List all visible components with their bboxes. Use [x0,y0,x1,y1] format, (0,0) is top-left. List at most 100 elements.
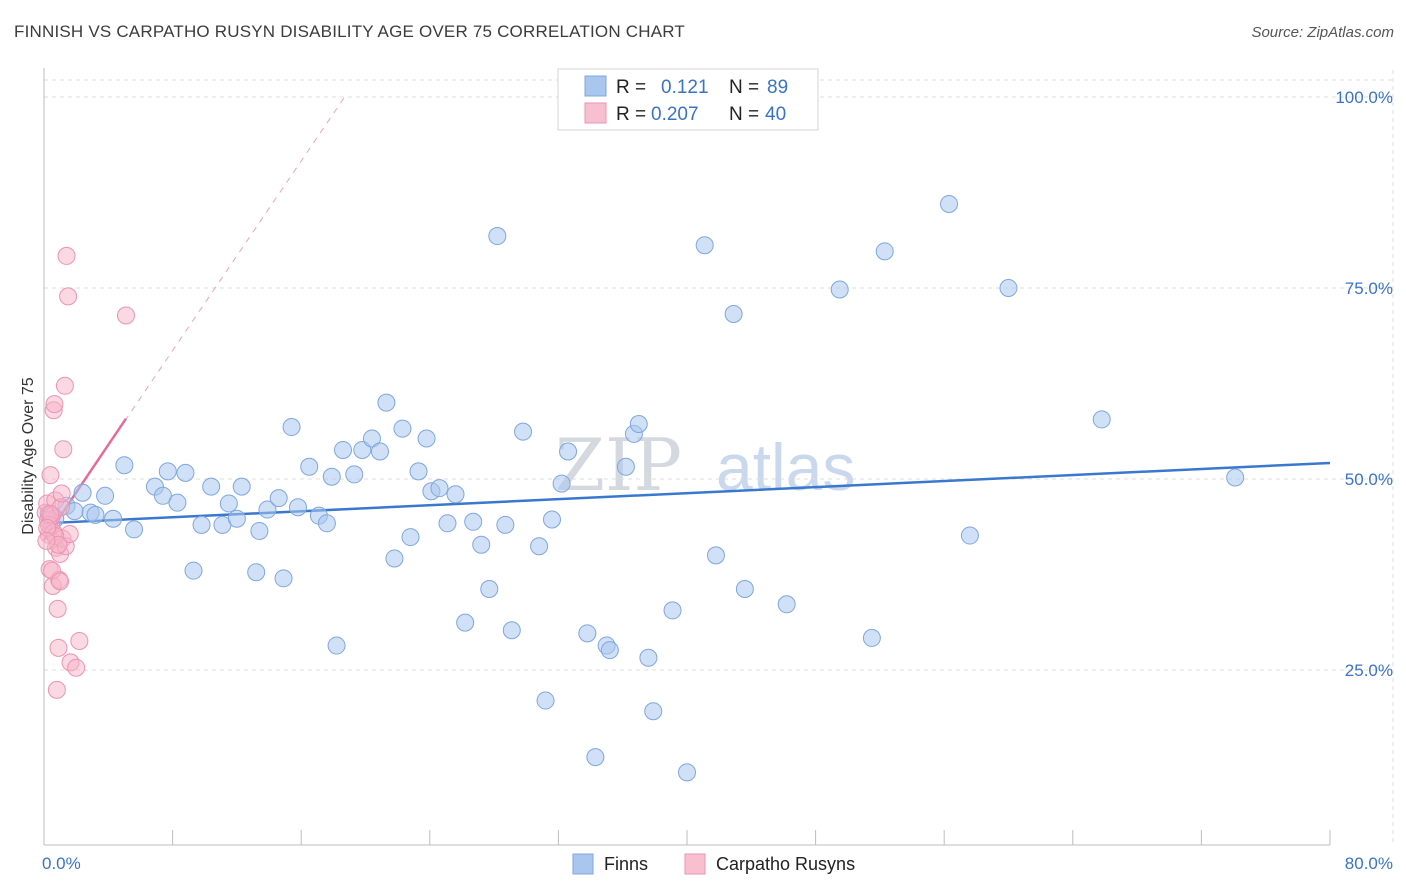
x-tick-label-max: 80.0% [1345,854,1393,873]
rusyn-point [59,287,78,306]
finns-point [559,442,578,461]
finns-point [552,474,571,493]
finns-point [317,514,336,533]
finns-point [695,236,714,255]
finns-point [219,494,238,513]
finns-point [104,509,123,528]
finns-point [678,763,696,782]
bottom-legend-rusyns: Carpatho Rusyns [716,854,855,874]
finns-point [269,489,288,508]
finns-point [300,457,319,476]
finns-point [345,465,364,484]
rusyn-point [47,680,66,699]
finns-point [258,500,277,519]
y-tick-label: 25.0% [1345,661,1393,680]
finns-point [184,561,203,580]
legend-n-label: N = [729,104,759,125]
rusyn-point [41,466,60,485]
finns-point [274,569,293,588]
finns-point [536,691,555,710]
rusyn-point [54,440,73,459]
finns-point [168,493,187,512]
bottom-legend-swatch-rusyns [684,853,706,875]
finns-point [377,393,396,412]
finns-point [153,486,172,505]
finns-point [578,624,597,643]
bottom-legend-swatch-finns [572,853,594,875]
finns-point [417,429,436,448]
finns-point [502,621,521,640]
finns-point [456,613,475,632]
finns-point [514,422,533,441]
legend-swatch-finns [584,75,607,97]
rusyn-point [57,246,76,265]
finns-point [282,418,301,437]
finns-point [250,521,269,540]
y-axis-title: Disability Age Over 75 [20,377,37,535]
axes [43,68,1331,846]
trend-lines [42,96,1331,541]
finns-point [999,279,1018,297]
finns-point [464,512,483,531]
source-credit: Source: ZipAtlas.com [1251,24,1394,41]
rusyn-point [116,306,135,325]
legend-n-value: 40 [765,104,786,125]
finns-point [600,641,619,660]
data-points [36,194,1245,782]
finns-point [663,601,682,620]
finns-point [862,628,881,647]
finns-point [192,515,211,534]
legend-r-label: R = [616,104,646,125]
finns-point [472,535,491,554]
finns-point [327,636,346,655]
finns-point [125,520,144,539]
finns-point [777,595,796,614]
legend-box: R = 0.121 N = 89 R = 0.207 N = 40 [557,68,819,131]
finns-point [706,546,725,565]
rusyn-point [52,484,71,503]
y-tick-label: 100.0% [1335,88,1393,107]
rusyn-point [70,631,89,650]
rusyn-point [49,638,68,657]
watermark-atlas: atlas [716,430,855,504]
finns-point [353,440,372,459]
finns-point [96,486,115,505]
finns-point [830,280,849,299]
finns-point [362,429,381,448]
finns-point [333,440,352,459]
y-tick-label: 50.0% [1345,470,1393,489]
finns-point [488,227,507,246]
finns-point [480,580,499,599]
finns-point [1092,410,1111,429]
finns-point [960,526,979,545]
finns-point [644,702,663,721]
finns-point [176,463,195,482]
finns-point [875,242,894,261]
finns-point [393,419,412,438]
y-tick-label: 75.0% [1345,279,1393,298]
rusyn-point [67,658,86,677]
finns-point [115,456,134,475]
finns-point [530,537,549,556]
rusyn-point [48,599,67,618]
finns-point [385,549,404,568]
rusyn-point [45,395,64,414]
finns-point [401,528,420,547]
chart-title: FINNISH VS CARPATHO RUSYN DISABILITY AGE… [14,22,685,41]
finns-point [158,462,177,481]
finns-trend-line [43,461,1331,525]
finns-point [616,457,635,476]
finns-point [1226,468,1245,487]
finns-point [409,462,428,481]
finns-point [438,514,457,533]
finns-point [202,477,221,496]
finns-point [446,485,465,504]
bottom-legend: Finns Carpatho Rusyns [572,853,855,875]
finns-point [639,648,658,667]
legend-swatch-rusyns [584,102,607,124]
finns-point [86,505,105,524]
finns-point [370,442,389,461]
finns-point [629,414,648,433]
finns-point [735,580,754,599]
